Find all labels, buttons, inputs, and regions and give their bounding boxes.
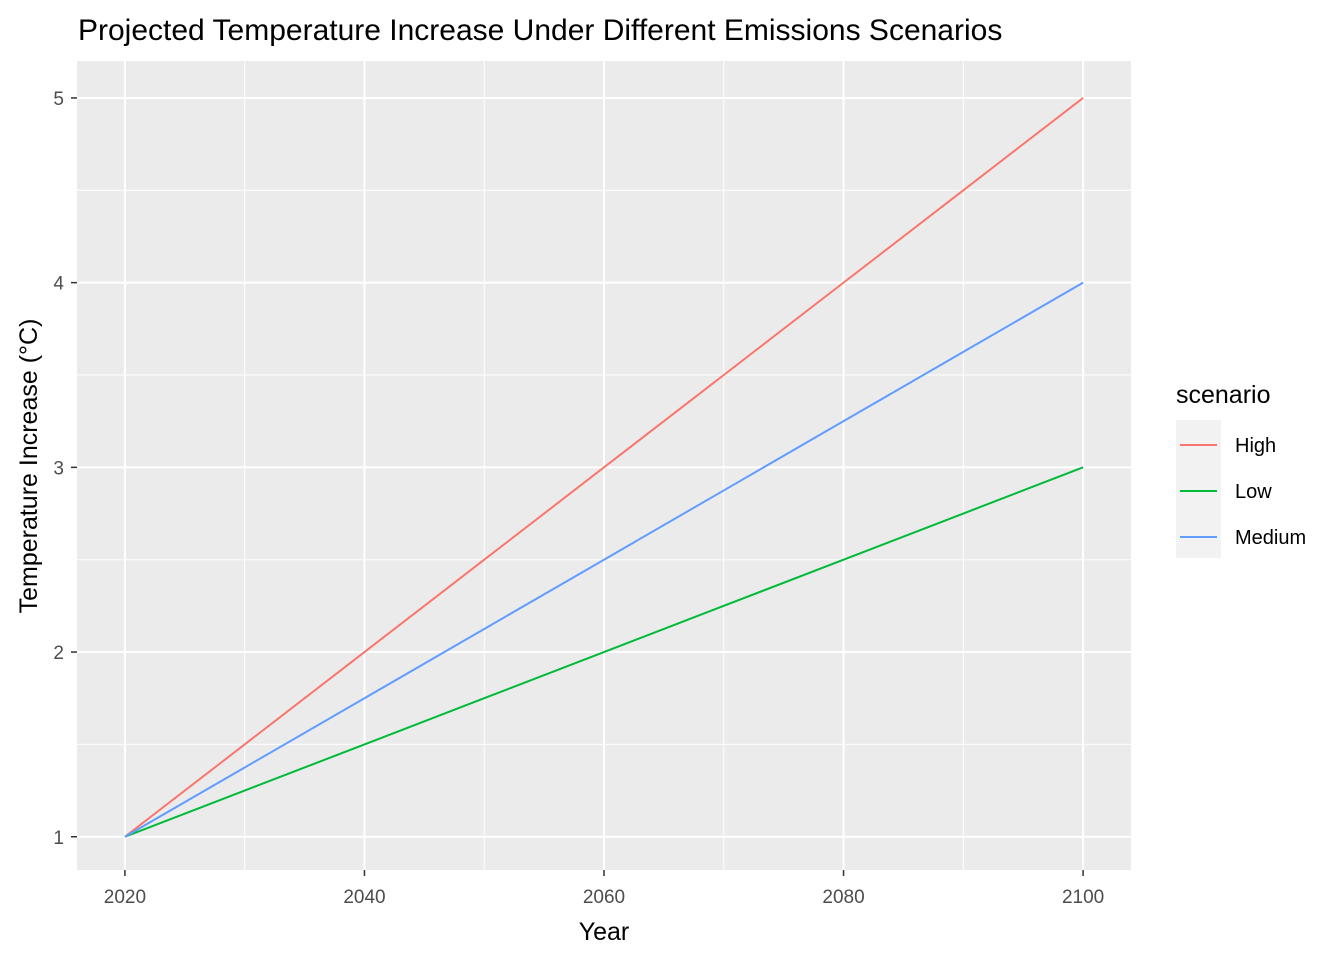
series-line-low — [124, 466, 1084, 838]
legend-key-background — [1176, 420, 1221, 558]
legend: scenario High Low Medium — [1176, 381, 1306, 558]
y-tick-label: 3 — [53, 458, 64, 479]
y-tick-label: 4 — [53, 274, 64, 295]
x-tick-label: 2020 — [104, 887, 146, 908]
y-tick-label: 2 — [53, 643, 64, 664]
legend-title: scenario — [1176, 381, 1271, 409]
chart-title: Projected Temperature Increase Under Dif… — [78, 14, 1002, 47]
legend-label-high: High — [1235, 435, 1276, 457]
legend-label-medium: Medium — [1235, 527, 1306, 549]
series-lines — [124, 97, 1084, 838]
x-axis-ticks: 2020 2040 2060 2080 2100 — [104, 870, 1104, 908]
x-tick-label: 2100 — [1062, 887, 1104, 908]
x-axis-title: Year — [579, 918, 630, 946]
y-tick-label: 1 — [53, 828, 64, 849]
series-line-medium — [124, 281, 1084, 838]
y-tick-label: 5 — [53, 89, 64, 110]
x-tick-label: 2040 — [343, 887, 385, 908]
series-line-high — [124, 97, 1084, 838]
legend-label-low: Low — [1235, 481, 1272, 503]
y-axis-title: Temperature Increase (°C) — [15, 319, 43, 614]
x-tick-label: 2080 — [822, 887, 864, 908]
y-axis-ticks: 1 2 3 4 5 — [53, 89, 77, 849]
x-tick-label: 2060 — [583, 887, 625, 908]
legend-items: High Low Medium — [1176, 420, 1306, 558]
